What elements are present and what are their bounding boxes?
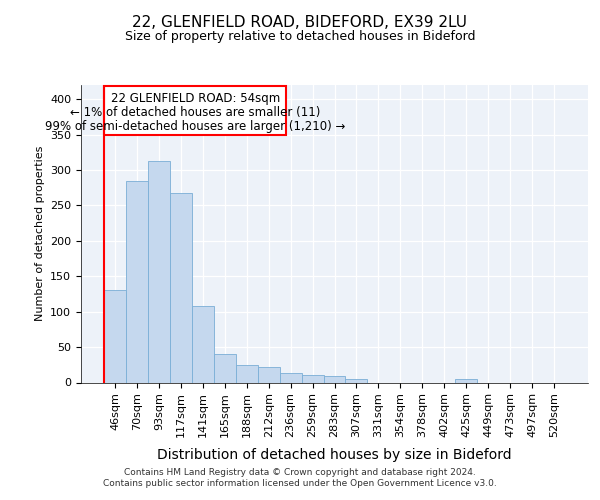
Bar bbox=[323, 376, 346, 382]
Bar bbox=[126, 180, 148, 382]
Text: ← 1% of detached houses are smaller (11): ← 1% of detached houses are smaller (11) bbox=[70, 106, 320, 119]
Text: 22, GLENFIELD ROAD, BIDEFORD, EX39 2LU: 22, GLENFIELD ROAD, BIDEFORD, EX39 2LU bbox=[133, 15, 467, 30]
Bar bbox=[346, 379, 367, 382]
Y-axis label: Number of detached properties: Number of detached properties bbox=[35, 146, 44, 322]
Bar bbox=[302, 376, 323, 382]
X-axis label: Distribution of detached houses by size in Bideford: Distribution of detached houses by size … bbox=[157, 448, 512, 462]
Bar bbox=[236, 365, 257, 382]
Bar bbox=[104, 290, 126, 382]
Bar bbox=[170, 192, 192, 382]
Text: 99% of semi-detached houses are larger (1,210) →: 99% of semi-detached houses are larger (… bbox=[45, 120, 346, 134]
Bar bbox=[280, 374, 302, 382]
Text: 22 GLENFIELD ROAD: 54sqm: 22 GLENFIELD ROAD: 54sqm bbox=[110, 92, 280, 105]
Bar bbox=[214, 354, 236, 382]
Bar bbox=[192, 306, 214, 382]
Bar bbox=[257, 367, 280, 382]
FancyBboxPatch shape bbox=[104, 86, 286, 134]
Text: Size of property relative to detached houses in Bideford: Size of property relative to detached ho… bbox=[125, 30, 475, 43]
Bar bbox=[148, 161, 170, 382]
Bar bbox=[455, 379, 477, 382]
Text: Contains HM Land Registry data © Crown copyright and database right 2024.
Contai: Contains HM Land Registry data © Crown c… bbox=[103, 468, 497, 487]
